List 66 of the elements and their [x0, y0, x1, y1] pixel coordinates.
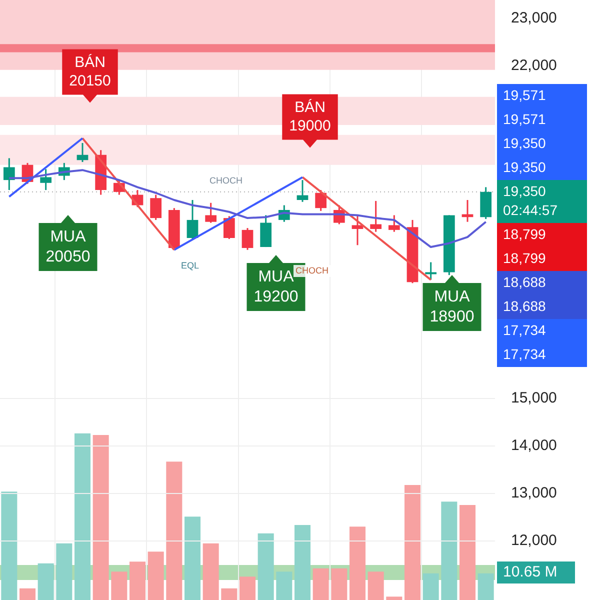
bar	[294, 525, 311, 600]
annotation: MUA 20050	[46, 228, 90, 266]
text: 18,799	[503, 250, 546, 266]
bar	[478, 573, 494, 600]
annotation: BÁN 19000	[289, 98, 331, 135]
bar	[166, 462, 182, 600]
text: 18,688	[503, 298, 546, 314]
y-tick-label: 15,000	[511, 390, 557, 407]
text: 19,350	[503, 158, 546, 175]
y-tick-label: 13,000	[511, 484, 557, 502]
annotation: BÁN 20150	[69, 52, 111, 90]
bar	[92, 435, 109, 600]
bar	[221, 588, 238, 600]
text: 17,734	[503, 346, 546, 362]
candlestick	[388, 214, 400, 233]
candlestick	[315, 189, 327, 212]
bar	[202, 543, 219, 600]
candlestick	[352, 214, 364, 246]
y-tick-label: 23,000	[511, 10, 557, 27]
bar	[239, 576, 256, 600]
band-label: 10.65 M	[503, 564, 558, 581]
text: 18,688	[503, 274, 546, 290]
text: 19,571	[503, 110, 546, 127]
bar	[56, 543, 72, 600]
annotation: CHOCH	[210, 175, 242, 186]
candlestick	[223, 215, 235, 240]
bar	[184, 516, 201, 600]
bar	[111, 572, 128, 600]
bar	[422, 573, 439, 600]
candlestick	[205, 202, 217, 224]
bar	[129, 562, 146, 600]
annotation: CHOCH	[296, 265, 328, 276]
bar	[1, 492, 18, 600]
bar	[459, 505, 476, 600]
text: 18,799	[503, 226, 546, 242]
candlestick	[425, 261, 437, 281]
annotation: EQL	[180, 260, 200, 270]
text: 19,571	[503, 86, 546, 103]
candlestick	[3, 157, 15, 191]
bar	[331, 568, 348, 600]
text: 19,350 02:44:57	[503, 182, 558, 218]
candlestick	[296, 179, 308, 203]
bar	[404, 485, 421, 600]
bar	[441, 502, 458, 600]
y-tick-label: 12,000	[511, 532, 557, 550]
bar	[368, 572, 384, 600]
bar	[74, 433, 91, 600]
text: 17,734	[503, 322, 546, 338]
bar	[276, 572, 292, 600]
candlestick	[186, 199, 198, 240]
candlestick	[150, 194, 162, 221]
bar	[312, 568, 329, 600]
y-tick-label: 14,000	[511, 437, 557, 454]
candlestick	[76, 142, 88, 163]
bar	[148, 552, 164, 600]
y-tick-label: 22,000	[511, 57, 557, 74]
bar	[19, 588, 36, 600]
text: 19,350	[503, 134, 546, 151]
bar	[38, 563, 54, 600]
annotation: MUA 18900	[430, 288, 474, 326]
candlestick	[242, 227, 254, 251]
bar	[349, 526, 366, 600]
bar	[258, 533, 274, 600]
candlestick	[370, 200, 382, 233]
candlestick	[40, 168, 52, 191]
bar	[386, 596, 402, 600]
